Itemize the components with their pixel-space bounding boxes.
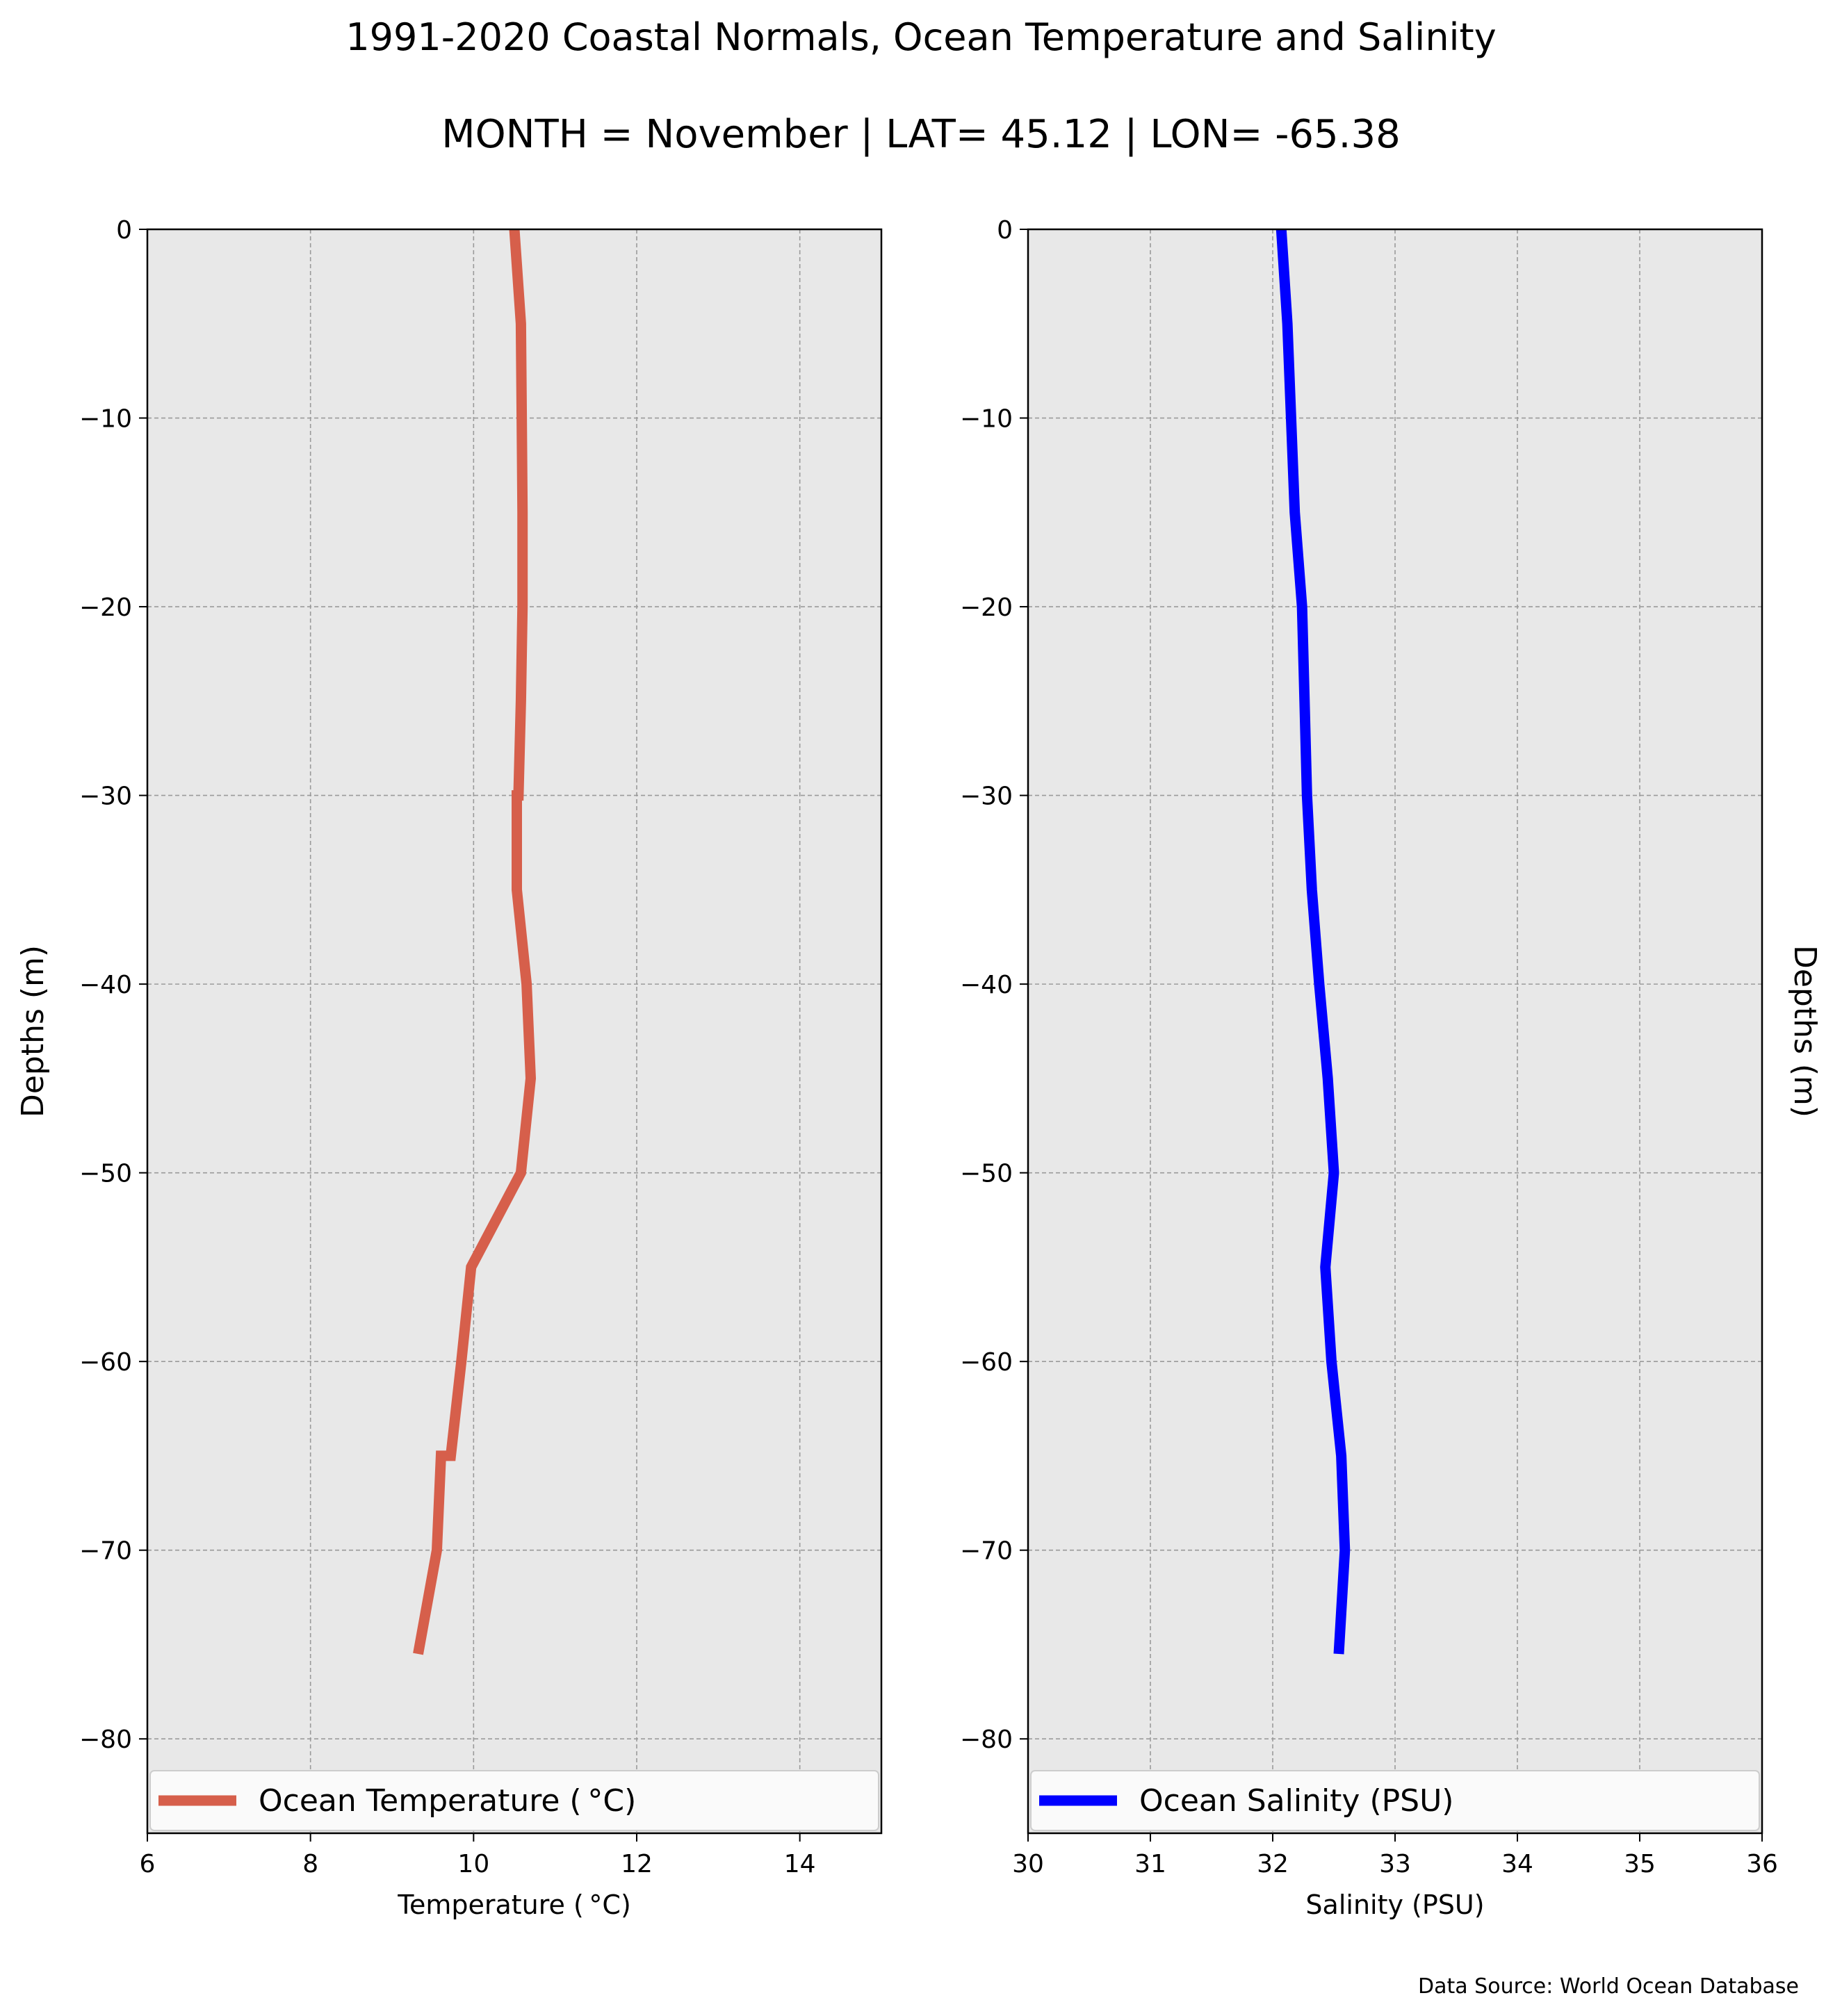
y-tick-label: −70 [960,1537,1013,1566]
legend-box [149,1770,879,1831]
y-axis-label: Depths (m) [1787,945,1823,1117]
x-tick-label: 32 [1257,1850,1289,1878]
y-tick-label: −60 [79,1348,132,1377]
x-tick-label: 35 [1624,1850,1656,1878]
x-tick-label: 31 [1134,1850,1166,1878]
chart-subtitle: MONTH = November | LAT= 45.12 | LON= -65… [441,112,1401,157]
data-line [413,229,537,1655]
y-tick-label: −40 [79,971,132,999]
x-tick-label: 8 [302,1850,318,1878]
chart-title: 1991-2020 Coastal Normals, Ocean Tempera… [345,15,1496,59]
y-tick-label: −20 [79,593,132,622]
panel-2: Ocean Salinity (PSU) 30 31 32 33 34 35 36 0 −10 −2… [960,216,1823,1920]
panel-1: Ocean Temperature ( °C) 6 8 10 12 14 0 −10 −20 −3… [15,216,883,1920]
y-tick-label: 0 [997,216,1013,245]
legend-label: Ocean Temperature ( °C) [259,1783,636,1819]
x-axis-label: Salinity (PSU) [1305,1890,1484,1920]
x-tick-label: 36 [1746,1850,1778,1878]
x-tick-label: 12 [621,1850,653,1878]
y-tick-label: −50 [960,1160,1013,1188]
y-tick-label: −30 [79,782,132,811]
x-tick-label: 10 [457,1850,489,1878]
y-tick-label: −60 [960,1348,1013,1377]
legend-label: Ocean Salinity (PSU) [1139,1783,1453,1819]
legend-box [1030,1770,1760,1831]
y-tick-label: −80 [960,1726,1013,1754]
x-axis-label: Temperature ( °C) [397,1890,631,1920]
plot-area-background [147,229,881,1833]
y-tick-label: −70 [79,1537,132,1566]
y-tick-label: 0 [116,216,132,245]
x-tick-label: 14 [784,1850,816,1878]
y-tick-label: −10 [960,405,1013,434]
axes-frame [146,228,883,1835]
y-tick-label: −50 [79,1160,132,1188]
y-tick-label: −20 [960,593,1013,622]
data-line [1275,229,1351,1655]
y-tick-label: −30 [960,782,1013,811]
x-tick-label: 33 [1379,1850,1411,1878]
y-tick-label: −80 [79,1726,132,1754]
x-tick-label: 6 [140,1850,156,1878]
y-axis-label: Depths (m) [15,945,51,1117]
legend: Ocean Salinity (PSU) [1030,1770,1760,1831]
x-tick-label: 30 [1012,1850,1044,1878]
data-source-note: Data Source: World Ocean Database [1418,1974,1799,1999]
y-tick-label: −40 [960,971,1013,999]
y-tick-label: −10 [79,405,132,434]
x-tick-label: 34 [1501,1850,1533,1878]
legend: Ocean Temperature ( °C) [149,1770,879,1831]
